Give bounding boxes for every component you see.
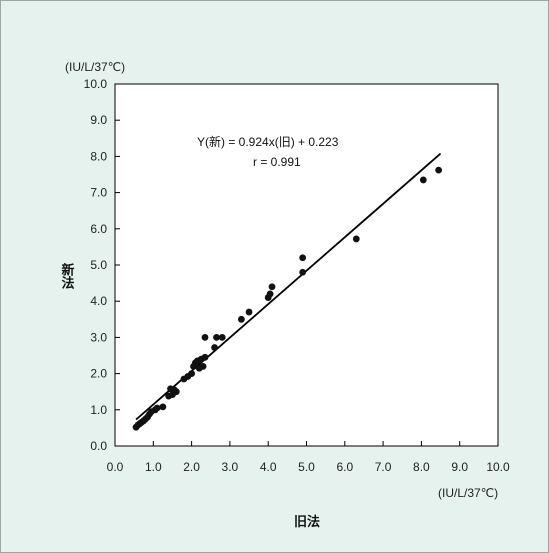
data-point [218, 334, 226, 341]
x-tick-label: 9.0 [451, 460, 468, 474]
data-point [352, 235, 360, 243]
y-tick-label: 7.0 [90, 186, 107, 200]
data-points [132, 166, 443, 431]
x-axis-title: 旧法 [294, 514, 320, 529]
data-point [419, 176, 427, 184]
correlation-coefficient: r = 0.991 [253, 155, 301, 169]
y-tick-label: 10.0 [84, 77, 108, 91]
x-tick-label: 8.0 [413, 460, 430, 474]
y-tick-label: 4.0 [90, 294, 107, 308]
data-point [213, 334, 220, 341]
regression-equation: Y(新) = 0.924x(旧) + 0.223 [197, 134, 339, 149]
x-tick-label: 6.0 [336, 460, 353, 474]
data-point [299, 268, 307, 276]
x-axis-unit: (IU/L/37℃) [438, 486, 498, 500]
data-point [299, 254, 307, 262]
x-tick-label: 5.0 [298, 460, 315, 474]
x-tick-label: 2.0 [183, 460, 200, 474]
data-point [199, 362, 207, 370]
y-tick-label: 6.0 [90, 222, 107, 236]
y-tick-label: 8.0 [90, 149, 107, 163]
data-point [237, 315, 245, 323]
data-point [172, 388, 180, 396]
x-tick-label: 1.0 [145, 460, 162, 474]
data-point [153, 404, 161, 412]
data-point [435, 166, 443, 174]
y-axis-unit: (IU/L/37℃) [65, 60, 125, 74]
x-tick-label: 7.0 [375, 460, 392, 474]
plot-area [114, 83, 499, 447]
x-axis-ticks: 0.0 1.0 2.0 3.0 4.0 5.0 6.0 7.0 8.0 9.0 10.0 [107, 441, 510, 474]
data-point [245, 308, 253, 316]
y-tick-label: 3.0 [90, 330, 107, 344]
y-tick-label: 5.0 [90, 258, 107, 272]
x-tick-label: 0.0 [107, 460, 124, 474]
data-point [201, 334, 209, 341]
x-tick-label: 3.0 [222, 460, 239, 474]
x-tick-label: 4.0 [260, 460, 277, 474]
data-point [266, 290, 274, 298]
y-axis-title: 新法 [60, 262, 75, 290]
y-tick-label: 2.0 [90, 367, 107, 381]
x-tick-label: 10.0 [486, 460, 510, 474]
data-point [188, 370, 196, 377]
data-point [211, 344, 218, 351]
y-tick-label: 1.0 [90, 403, 107, 417]
data-point [201, 353, 209, 361]
y-tick-label: 9.0 [90, 113, 107, 127]
y-tick-label: 0.0 [90, 439, 107, 453]
data-point [159, 403, 167, 411]
data-point [268, 283, 276, 291]
y-axis-ticks: 0.0 1.0 2.0 3.0 4.0 5.0 6.0 7.0 8.0 9.0 10.0 [84, 77, 120, 453]
